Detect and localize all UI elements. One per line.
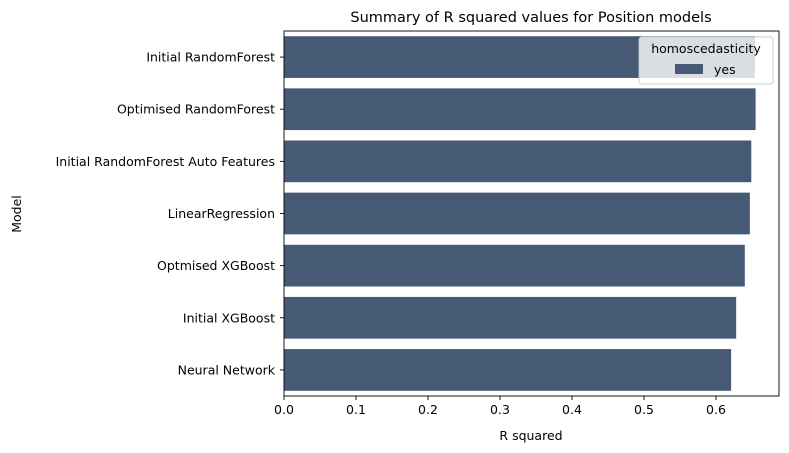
x-tick-label: 0.4 (562, 402, 582, 417)
y-tick-label: Optimised RandomForest (117, 102, 275, 117)
x-tick-label: 0.6 (706, 402, 726, 417)
x-tick-label: 0.5 (634, 402, 654, 417)
bar (284, 192, 750, 235)
y-tick-label: Optmised XGBoost (157, 258, 275, 273)
x-tick-label: 0.0 (274, 402, 294, 417)
bar (284, 88, 756, 131)
y-axis-label: Model (9, 195, 24, 233)
plot-frame (283, 30, 780, 397)
bar (284, 349, 732, 391)
x-tick-label: 0.1 (346, 402, 366, 417)
legend-entry: yes (714, 62, 736, 77)
legend-swatch (675, 64, 703, 74)
bar (284, 140, 752, 183)
x-axis-label: R squared (499, 428, 562, 443)
legend-box (638, 36, 774, 85)
legend-title: homoscedasticity (651, 41, 761, 56)
y-tick-label: Initial RandomForest Auto Features (56, 154, 275, 169)
y-tick-label: Initial RandomForest (146, 50, 275, 65)
x-tick-label: 0.2 (418, 402, 438, 417)
y-tick-label: Initial XGBoost (183, 310, 275, 325)
chart-title: Summary of R squared values for Position… (350, 10, 711, 26)
bar (284, 296, 737, 339)
y-tick-label: LinearRegression (168, 206, 275, 221)
y-tick-label: Neural Network (178, 362, 276, 377)
x-tick-label: 0.3 (490, 402, 510, 417)
x-tick-labels: 0.0 0.1 0.2 0.3 0.4 0.5 0.6 (274, 396, 726, 417)
y-tick-labels: Initial RandomForest Optimised RandomFore… (56, 50, 284, 377)
bars-group (284, 36, 756, 391)
legend: homoscedasticity yes (638, 36, 774, 85)
bar (284, 244, 745, 287)
